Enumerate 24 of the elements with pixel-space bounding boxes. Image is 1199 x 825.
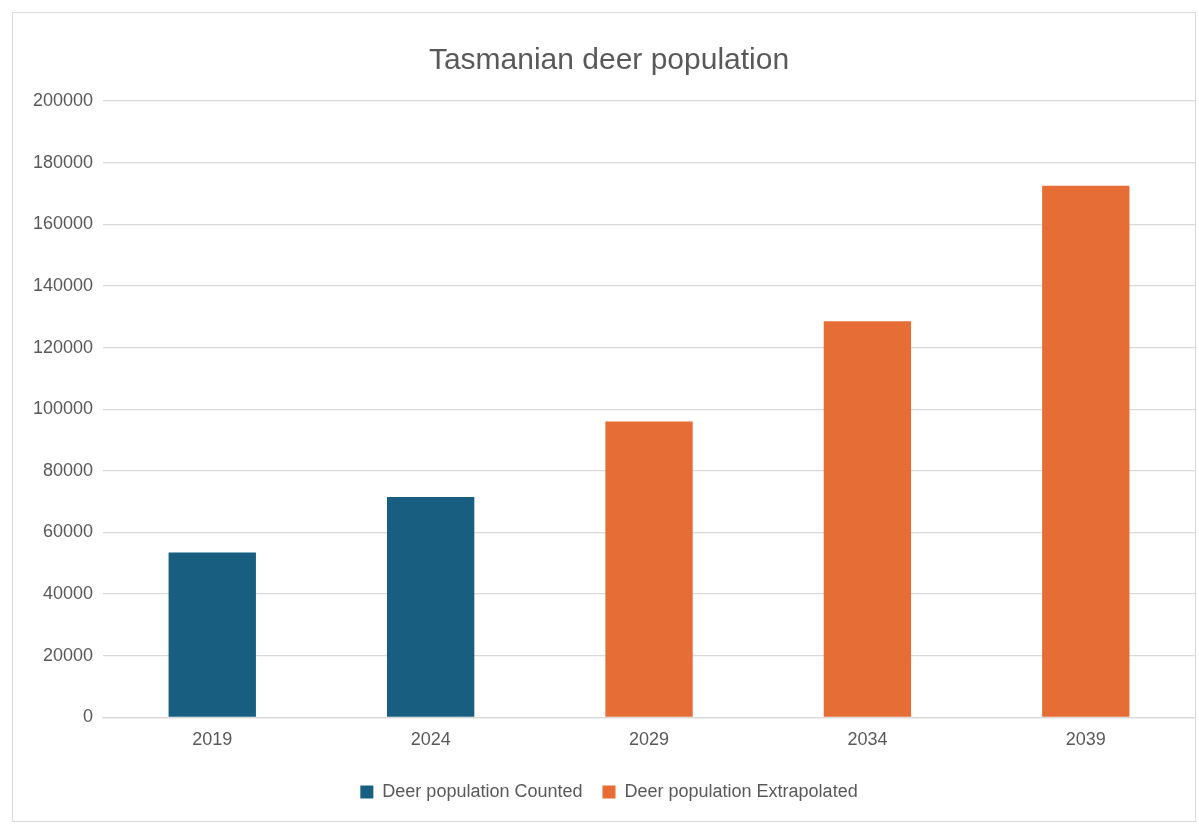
chart-title: Tasmanian deer population xyxy=(428,42,790,76)
x-tick-label: 2034 xyxy=(847,729,888,750)
bar xyxy=(605,421,693,717)
y-tick-label: 120000 xyxy=(32,336,94,357)
x-tick-label: 2019 xyxy=(192,729,233,750)
legend-label: Deer population Counted xyxy=(382,780,583,801)
y-tick-label: 160000 xyxy=(32,213,94,234)
bar xyxy=(168,552,256,717)
y-tick-label: 80000 xyxy=(43,459,94,480)
x-tick-label: 2039 xyxy=(1065,729,1106,750)
y-tick-label: 180000 xyxy=(32,151,94,172)
y-tick-label: 140000 xyxy=(32,274,94,295)
bar xyxy=(823,321,912,717)
y-tick-label: 100000 xyxy=(32,398,94,419)
y-tick-label: 60000 xyxy=(43,521,94,542)
y-tick-label: 20000 xyxy=(43,644,94,665)
x-tick-label: 2024 xyxy=(410,729,451,750)
y-tick-label: 40000 xyxy=(43,583,94,604)
x-tick-label: 2029 xyxy=(629,729,670,750)
bar xyxy=(1042,185,1130,717)
bar xyxy=(386,497,475,717)
y-tick-label: 0 xyxy=(83,706,94,727)
y-tick-label: 200000 xyxy=(32,89,94,110)
legend-label: Deer population Extrapolated xyxy=(624,780,858,801)
